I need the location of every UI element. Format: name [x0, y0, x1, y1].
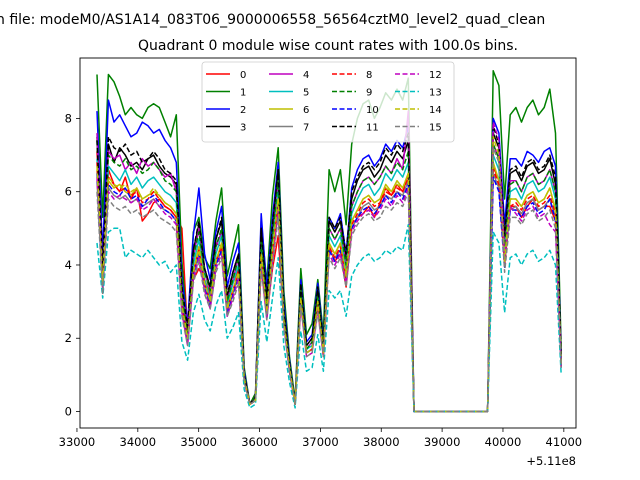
- x-tick-label: 34000: [120, 435, 157, 449]
- y-tick-label: 6: [65, 185, 72, 199]
- x-offset-label: +5.11e8: [526, 454, 576, 468]
- legend-label-9: 9: [366, 88, 372, 99]
- legend-label-10: 10: [366, 105, 379, 116]
- chart-title: Quadrant 0 module wise count rates with …: [138, 38, 518, 54]
- legend-label-5: 5: [303, 88, 309, 99]
- axes-frame: [79, 57, 577, 429]
- x-tick-label: 38000: [363, 435, 400, 449]
- legend-label-1: 1: [240, 88, 246, 99]
- legend-label-0: 0: [240, 70, 246, 81]
- legend-label-2: 2: [240, 105, 246, 116]
- y-tick-label: 2: [65, 331, 72, 345]
- x-tick-label: 39000: [424, 435, 461, 449]
- legend-label-15: 15: [429, 123, 442, 134]
- legend-label-6: 6: [303, 105, 309, 116]
- series-line-15: [96, 147, 562, 413]
- y-tick-label: 4: [65, 258, 72, 272]
- x-tick-label: 33000: [59, 435, 96, 449]
- x-tick-label: 41000: [546, 435, 583, 449]
- figure-suptitle: n file: modeM0/AS1A14_083T06_9000006558_…: [0, 12, 545, 28]
- legend-label-7: 7: [303, 123, 309, 134]
- x-tick-label: 36000: [241, 435, 278, 449]
- plot-area: [79, 57, 577, 429]
- legend-label-13: 13: [429, 88, 442, 99]
- x-tick-label: 35000: [180, 435, 217, 449]
- legend-label-11: 11: [366, 123, 379, 134]
- series-line-9: [96, 140, 562, 413]
- x-tick-label: 40000: [485, 435, 522, 449]
- legend-label-14: 14: [429, 105, 442, 116]
- legend-label-12: 12: [429, 70, 442, 81]
- series-line-14: [96, 136, 562, 413]
- legend-label-3: 3: [240, 123, 246, 134]
- y-tick-label: 0: [65, 405, 72, 419]
- legend-box: [201, 61, 455, 143]
- x-tick-label: 37000: [302, 435, 339, 449]
- y-tick-label: 8: [65, 111, 72, 125]
- legend-label-4: 4: [303, 70, 309, 81]
- legend-label-8: 8: [366, 70, 372, 81]
